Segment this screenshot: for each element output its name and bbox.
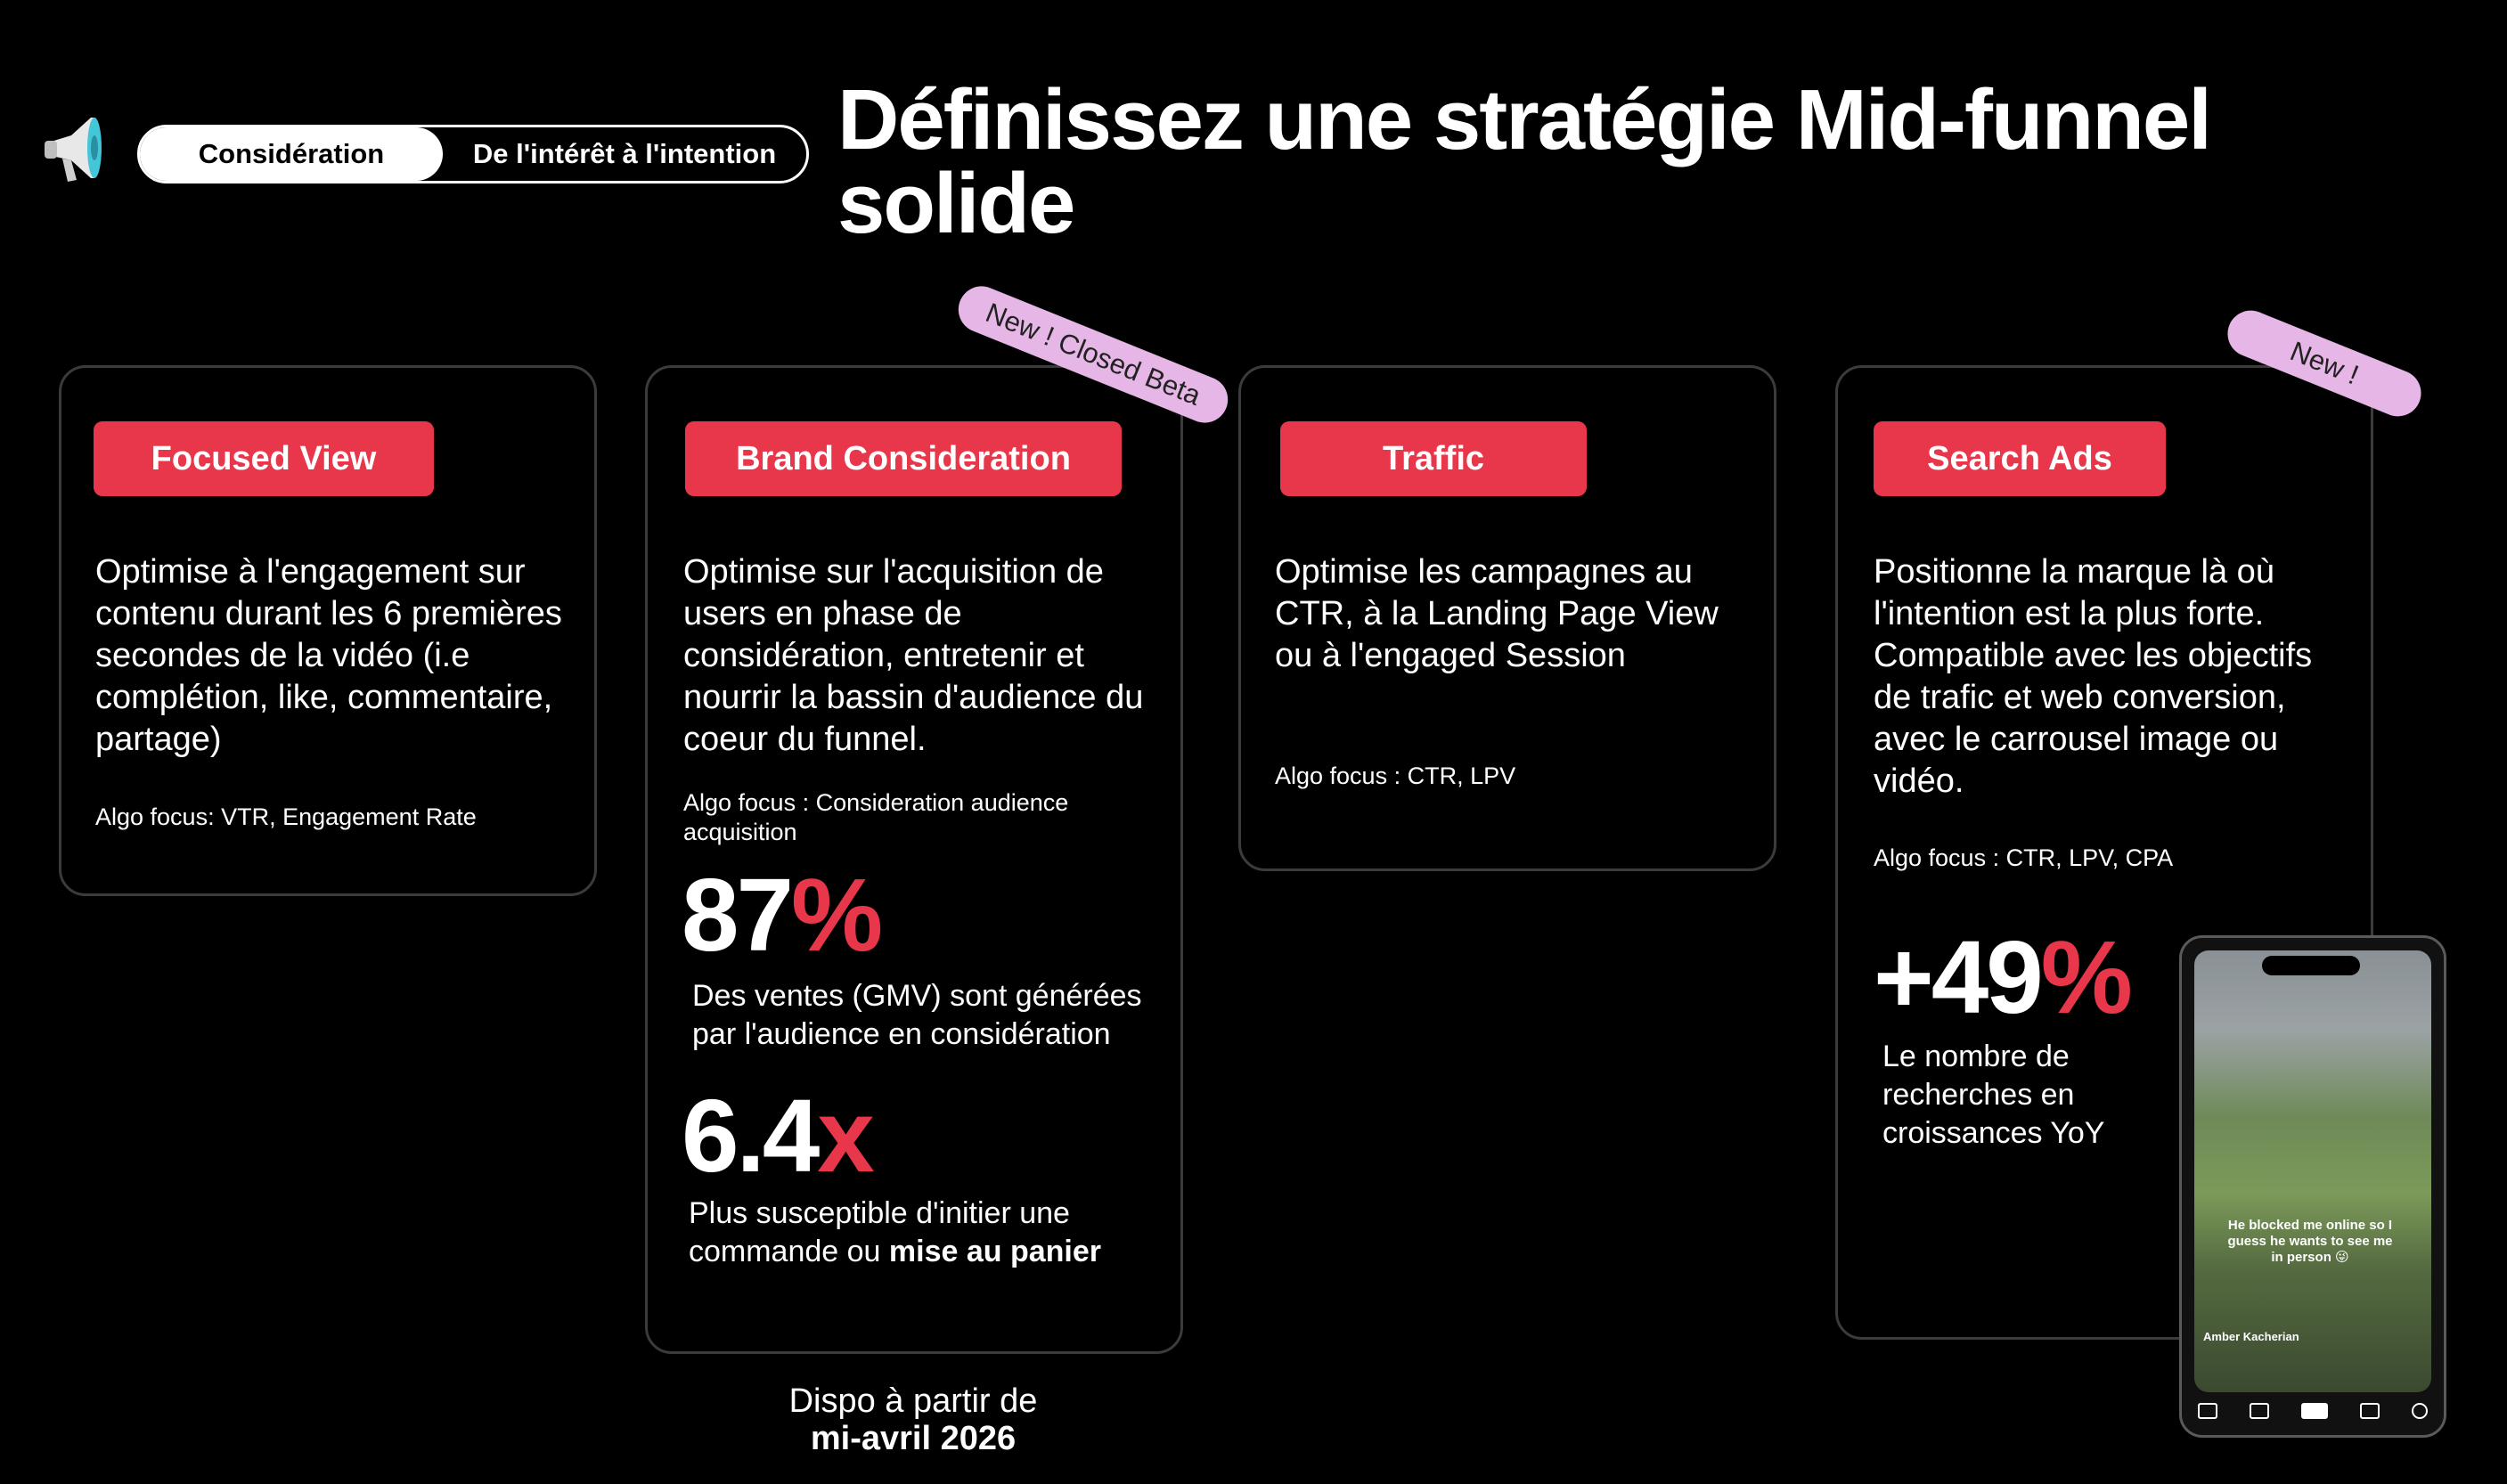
stage-active-pill: Considération	[140, 127, 443, 181]
tag-brand-consideration: Brand Consideration	[685, 421, 1122, 496]
algo-focus: Algo focus: VTR, Engagement Rate	[95, 803, 477, 830]
stage-description: De l'intérêt à l'intention	[472, 138, 777, 169]
card-traffic: Traffic Optimise les campagnes au CTR, à…	[1238, 365, 1776, 871]
video-caption: He blocked me online so I guess he wants…	[2227, 1218, 2393, 1265]
home-icon	[2198, 1403, 2217, 1419]
card-description: Optimise sur l'acquisition de users en p…	[683, 553, 1144, 758]
availability-date: mi-avril 2026	[810, 1420, 1017, 1457]
algo-focus: Algo focus : Consideration audience acqu…	[683, 789, 1069, 845]
stat-gmv-value: 87%	[682, 857, 883, 973]
inbox-icon	[2360, 1403, 2380, 1419]
video-preview: He blocked me online so I guess he wants…	[2194, 950, 2431, 1392]
card-description: Optimise à l'engagement sur contenu dura…	[95, 553, 562, 758]
algo-focus: Algo focus : CTR, LPV, CPA	[1874, 844, 2174, 871]
megaphone-icon	[36, 109, 116, 189]
funnel-stage-selector: Considération De l'intérêt à l'intention	[137, 125, 809, 183]
card-focused-view: Focused View Optimise à l'engagement sur…	[59, 365, 597, 896]
video-username: Amber Kacherian	[2203, 1330, 2299, 1343]
tag-traffic: Traffic	[1280, 421, 1587, 496]
phone-navbar	[2182, 1387, 2444, 1435]
phone-notch	[2262, 956, 2360, 975]
stat-multiplier-text: Plus susceptible d'initier une commande …	[689, 1196, 1102, 1268]
stat-search-growth-text: Le nombre de recherches en croissances Y…	[1882, 1040, 2105, 1150]
availability-note: Dispo à partir de mi-avril 2026	[704, 1382, 1123, 1457]
create-icon	[2301, 1403, 2328, 1419]
availability-line1: Dispo à partir de	[788, 1382, 1038, 1420]
friends-icon	[2250, 1403, 2269, 1419]
stat-search-growth-value: +49%	[1874, 919, 2133, 1035]
card-description: Positionne la marque là où l'intention e…	[1874, 553, 2313, 800]
algo-focus: Algo focus : CTR, LPV	[1275, 762, 1516, 789]
card-brand-consideration: Brand Consideration Optimise sur l'acqui…	[645, 365, 1183, 1354]
stat-multiplier-value: 6.4x	[682, 1078, 875, 1194]
profile-icon	[2412, 1403, 2428, 1419]
tag-search-ads: Search Ads	[1874, 421, 2166, 496]
card-description: Optimise les campagnes au CTR, à la Land…	[1275, 553, 1719, 674]
stat-gmv-text: Des ventes (GMV) sont générées par l'aud…	[692, 979, 1142, 1051]
card-search-ads: Search Ads Positionne la marque là où l'…	[1835, 365, 2373, 1340]
phone-mockup: He blocked me online so I guess he wants…	[2179, 935, 2446, 1438]
page-title: Définissez une stratégie Mid-funnel soli…	[837, 72, 2212, 251]
tag-focused-view: Focused View	[94, 421, 434, 496]
